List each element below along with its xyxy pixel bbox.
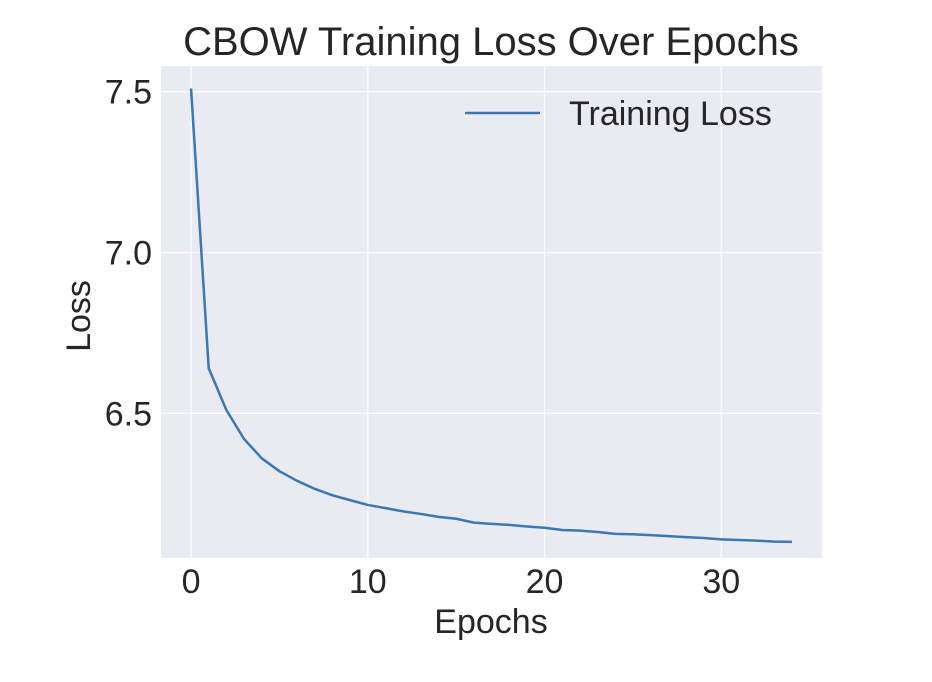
chart-title: CBOW Training Loss Over Epochs [183, 20, 799, 64]
legend-label-training-loss: Training Loss [569, 95, 772, 133]
tick-labels: 0 10 20 30 6.5 7.0 7.5 [105, 74, 740, 601]
series-line-training-loss [189, 88, 792, 544]
y-tick-label: 6.5 [105, 395, 152, 433]
y-tick-label: 7.5 [105, 74, 152, 112]
x-tick-label: 30 [702, 563, 740, 601]
x-axis-label: Epochs [434, 603, 547, 641]
plot-area [161, 66, 822, 558]
series-layer [189, 88, 792, 544]
x-tick-label: 20 [526, 563, 564, 601]
grid [161, 66, 822, 558]
x-tick-label: 10 [349, 563, 387, 601]
x-tick-label: 0 [182, 563, 201, 601]
legend: Training Loss [465, 95, 772, 133]
y-tick-label: 7.0 [105, 235, 152, 273]
y-axis-label: Loss [60, 280, 98, 352]
